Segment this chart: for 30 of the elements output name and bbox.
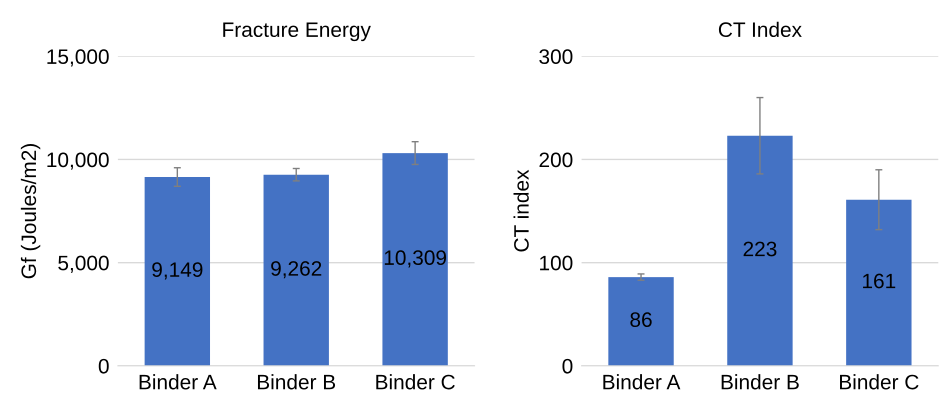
x-tick-label: Binder A — [140, 374, 217, 390]
y-tick-label: 100 — [540, 256, 572, 270]
y-tick-label: 10,000 — [47, 152, 109, 170]
data-label: 10,309 — [384, 250, 446, 268]
y-tick-label: 15,000 — [47, 49, 109, 66]
bar — [846, 200, 912, 366]
y-tick-label: 0 — [562, 358, 572, 374]
bar — [144, 177, 210, 366]
data-label: 223 — [744, 242, 776, 256]
y-tick-label: 5,000 — [58, 256, 109, 273]
y-axis-title: CT index — [514, 170, 529, 252]
y-tick-label: 200 — [540, 152, 572, 168]
x-tick-label: Binder B — [258, 374, 336, 390]
chart-title: Fracture Energy — [223, 22, 371, 42]
bar — [264, 174, 329, 366]
data-label: 161 — [863, 274, 896, 288]
data-label: 9,149 — [152, 262, 202, 280]
data-label: 86 — [630, 312, 652, 328]
bar — [727, 136, 793, 366]
y-tick-label: 0 — [98, 358, 109, 374]
bar — [382, 153, 448, 366]
x-tick-label: Binder C — [376, 374, 455, 390]
x-tick-label: Binder A — [603, 374, 680, 390]
bar — [608, 277, 674, 366]
x-tick-label: Binder B — [722, 374, 799, 390]
chart-title: CT Index — [718, 22, 802, 38]
x-tick-label: Binder C — [840, 374, 919, 390]
y-tick-label: 300 — [539, 49, 572, 64]
y-axis-title: Gf (Joules/m2) — [20, 144, 40, 278]
data-label: 9,262 — [271, 261, 322, 278]
